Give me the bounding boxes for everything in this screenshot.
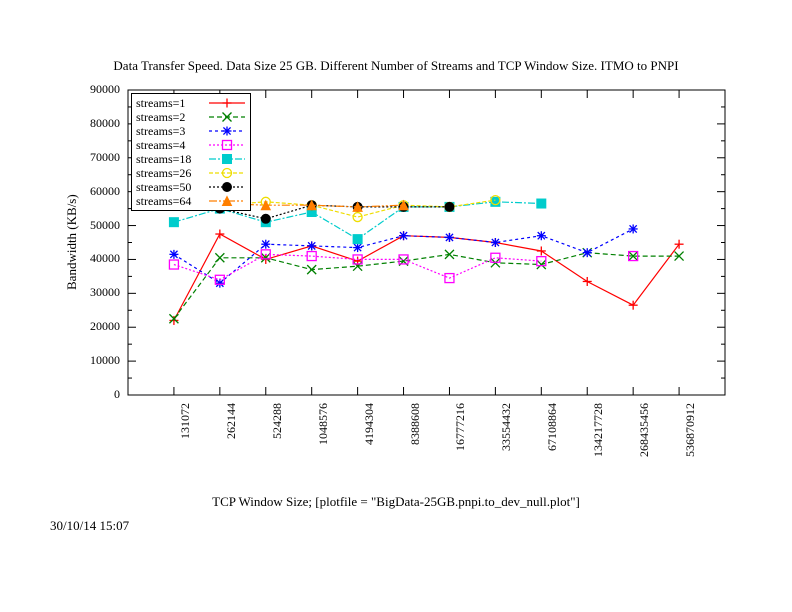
legend-swatch <box>208 96 246 110</box>
y-tick-label: 20000 <box>68 319 120 334</box>
x-tick-label: 524288 <box>270 403 285 503</box>
legend-swatch <box>208 166 246 180</box>
legend-swatch <box>208 110 246 124</box>
x-tick-label: 134217728 <box>591 403 606 503</box>
legend-label: streams=1 <box>136 96 208 111</box>
legend-label: streams=26 <box>136 166 208 181</box>
y-tick-label: 40000 <box>68 251 120 266</box>
legend-label: streams=18 <box>136 152 208 167</box>
x-tick-label: 4194304 <box>362 403 377 503</box>
y-tick-label: 10000 <box>68 353 120 368</box>
legend-label: streams=50 <box>136 180 208 195</box>
x-tick-label: 16777216 <box>453 403 468 503</box>
legend-swatch <box>208 194 246 208</box>
legend-label: streams=2 <box>136 110 208 125</box>
legend-swatch <box>208 138 246 152</box>
x-tick-label: 536870912 <box>683 403 698 503</box>
x-tick-label: 268435456 <box>637 403 652 503</box>
x-tick-label: 8388608 <box>408 403 423 503</box>
x-tick-label: 262144 <box>224 403 239 503</box>
x-tick-label: 67108864 <box>545 403 560 503</box>
legend: streams=1streams=2streams=3streams=4stre… <box>131 93 251 211</box>
y-tick-label: 90000 <box>68 82 120 97</box>
legend-label: streams=64 <box>136 194 208 209</box>
y-tick-label: 50000 <box>68 218 120 233</box>
x-tick-label: 1048576 <box>316 403 331 503</box>
legend-entry: streams=26 <box>136 166 246 180</box>
legend-entry: streams=50 <box>136 180 246 194</box>
x-tick-label: 33554432 <box>499 403 514 503</box>
legend-swatch <box>208 124 246 138</box>
x-tick-label: 131072 <box>178 403 193 503</box>
legend-label: streams=3 <box>136 124 208 139</box>
legend-entry: streams=3 <box>136 124 246 138</box>
legend-entry: streams=18 <box>136 152 246 166</box>
y-tick-label: 0 <box>68 387 120 402</box>
legend-label: streams=4 <box>136 138 208 153</box>
legend-entry: streams=4 <box>136 138 246 152</box>
y-tick-label: 60000 <box>68 184 120 199</box>
legend-entry: streams=1 <box>136 96 246 110</box>
y-tick-label: 70000 <box>68 150 120 165</box>
legend-entry: streams=64 <box>136 194 246 208</box>
legend-swatch <box>208 180 246 194</box>
y-tick-label: 80000 <box>68 116 120 131</box>
legend-swatch <box>208 152 246 166</box>
y-tick-label: 30000 <box>68 285 120 300</box>
legend-entry: streams=2 <box>136 110 246 124</box>
